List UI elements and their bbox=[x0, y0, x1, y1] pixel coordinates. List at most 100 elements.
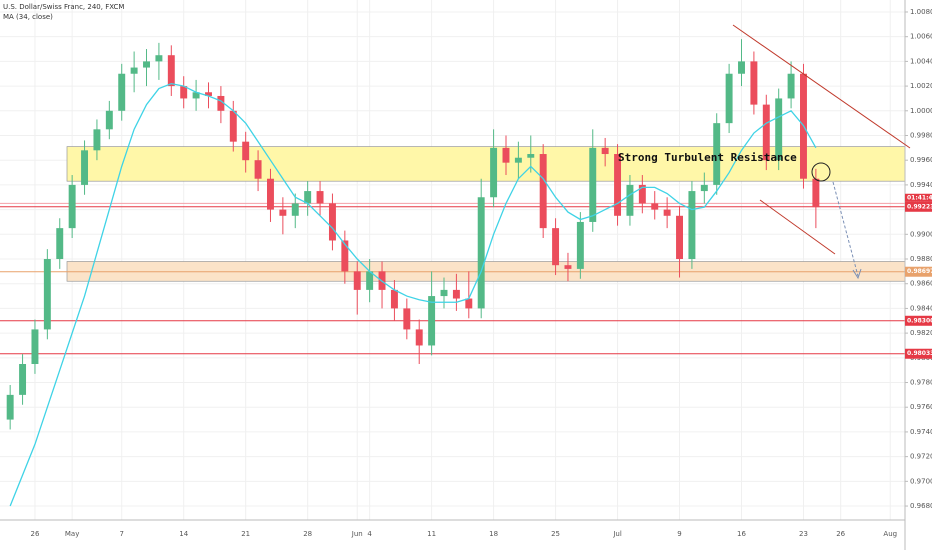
candle-body bbox=[576, 221, 584, 269]
candle-body bbox=[68, 184, 76, 229]
x-tick-label: 26 bbox=[836, 530, 845, 538]
candle-body bbox=[738, 61, 745, 74]
candle-body bbox=[688, 191, 696, 260]
candle-body bbox=[6, 394, 14, 420]
x-tick-label: 4 bbox=[367, 530, 372, 538]
candle-body bbox=[167, 55, 175, 87]
x-tick-label: 14 bbox=[179, 530, 188, 538]
candle-body bbox=[105, 110, 113, 130]
candle-body bbox=[428, 296, 436, 346]
x-tick-label: Jul bbox=[612, 530, 622, 538]
y-tick-label: 0.97000 bbox=[910, 477, 932, 485]
y-tick-label: 0.99600 bbox=[910, 156, 932, 164]
annotation: Strong Turbulent Resistance bbox=[618, 151, 797, 164]
candle-body bbox=[56, 228, 64, 260]
x-tick-label: 28 bbox=[303, 530, 312, 538]
countdown: 01:41:47 bbox=[907, 194, 932, 201]
y-tick-label: 0.96800 bbox=[910, 502, 932, 510]
candle-body bbox=[527, 154, 535, 158]
y-tick-label: 0.99800 bbox=[910, 131, 932, 139]
x-tick-label: Jun bbox=[351, 530, 363, 538]
price-label-bg bbox=[905, 266, 932, 277]
candle-body bbox=[291, 203, 299, 216]
candle-body bbox=[663, 209, 671, 216]
y-tick-label: 0.99000 bbox=[910, 230, 932, 238]
x-tick-label: 11 bbox=[427, 530, 436, 538]
candle-body bbox=[192, 92, 200, 99]
y-tick-label: 1.00000 bbox=[910, 107, 932, 115]
moving-average bbox=[9, 82, 817, 507]
candle-body bbox=[43, 259, 51, 330]
candle-body bbox=[440, 289, 448, 297]
price-label-bg bbox=[905, 348, 932, 359]
candle-body bbox=[390, 289, 398, 309]
candle-body bbox=[130, 67, 138, 74]
candle-body bbox=[19, 364, 27, 395]
countdown-bg bbox=[905, 193, 932, 202]
plot bbox=[0, 0, 906, 520]
candle-body bbox=[143, 61, 150, 68]
y-tick-label: 0.97200 bbox=[910, 453, 932, 461]
x-tick-label: 23 bbox=[799, 530, 808, 538]
candle-body bbox=[490, 147, 498, 198]
candle-body bbox=[651, 203, 659, 210]
candle-body bbox=[155, 55, 163, 62]
x-tick-label: 21 bbox=[241, 530, 250, 538]
candle-body bbox=[552, 228, 560, 266]
candle-body bbox=[477, 197, 485, 309]
candle-body bbox=[353, 271, 361, 290]
x-tick-label: Aug bbox=[883, 530, 897, 538]
candle-body bbox=[676, 215, 683, 260]
arrow-head bbox=[852, 268, 862, 280]
candle-body bbox=[316, 191, 324, 204]
candle-body bbox=[31, 329, 39, 364]
candle-body bbox=[725, 73, 733, 124]
candle-body bbox=[700, 184, 708, 192]
y-tick-label: 1.00400 bbox=[910, 57, 932, 65]
candle-body bbox=[564, 265, 572, 269]
projection-arrow bbox=[832, 181, 859, 277]
y-tick-label: 1.00800 bbox=[910, 8, 932, 16]
y-tick-label: 0.97800 bbox=[910, 379, 932, 387]
candle-body bbox=[614, 154, 622, 216]
x-tick-label: 9 bbox=[677, 530, 681, 538]
candle-body bbox=[205, 92, 212, 96]
candle-body bbox=[254, 160, 262, 179]
candle-body bbox=[589, 147, 597, 222]
y-tick-label: 0.98200 bbox=[910, 329, 932, 337]
candle-body bbox=[539, 154, 547, 229]
highlight-circle bbox=[811, 162, 831, 182]
candle-body bbox=[775, 98, 783, 161]
candle-body bbox=[713, 123, 721, 185]
candle-body bbox=[242, 141, 250, 161]
x-tick-label: 18 bbox=[489, 530, 498, 538]
y-tick-label: 0.98400 bbox=[910, 304, 932, 312]
candle-body bbox=[304, 191, 312, 204]
x-tick-label: 16 bbox=[737, 530, 746, 538]
candle-body bbox=[81, 150, 89, 185]
symbol-title: U.S. Dollar/Swiss Franc, 240, FXCM bbox=[3, 3, 124, 11]
price-label: 0.98300 bbox=[907, 317, 932, 324]
y-tick-label: 0.98600 bbox=[910, 280, 932, 288]
indicator-label: MA (34, close) bbox=[3, 13, 53, 21]
candle-body bbox=[638, 184, 646, 204]
candle-body bbox=[341, 240, 349, 272]
y-tick-label: 0.97400 bbox=[910, 428, 932, 436]
x-tick-label: 25 bbox=[551, 530, 560, 538]
candle-body bbox=[750, 61, 758, 105]
y-tick-label: 0.99400 bbox=[910, 181, 932, 189]
y-tick-label: 0.97600 bbox=[910, 403, 932, 411]
candle-body bbox=[267, 178, 274, 210]
candle-body bbox=[279, 209, 287, 216]
candle-body bbox=[812, 178, 820, 208]
candle-body bbox=[328, 203, 336, 241]
y-tick-label: 0.98800 bbox=[910, 255, 932, 263]
candle-body bbox=[601, 147, 609, 155]
y-tick-label: 1.00600 bbox=[910, 33, 932, 41]
candle-body bbox=[626, 184, 634, 216]
candle-body bbox=[366, 271, 374, 290]
candle-body bbox=[93, 129, 101, 151]
candle-body bbox=[217, 95, 225, 111]
trendline-upper bbox=[732, 24, 911, 149]
